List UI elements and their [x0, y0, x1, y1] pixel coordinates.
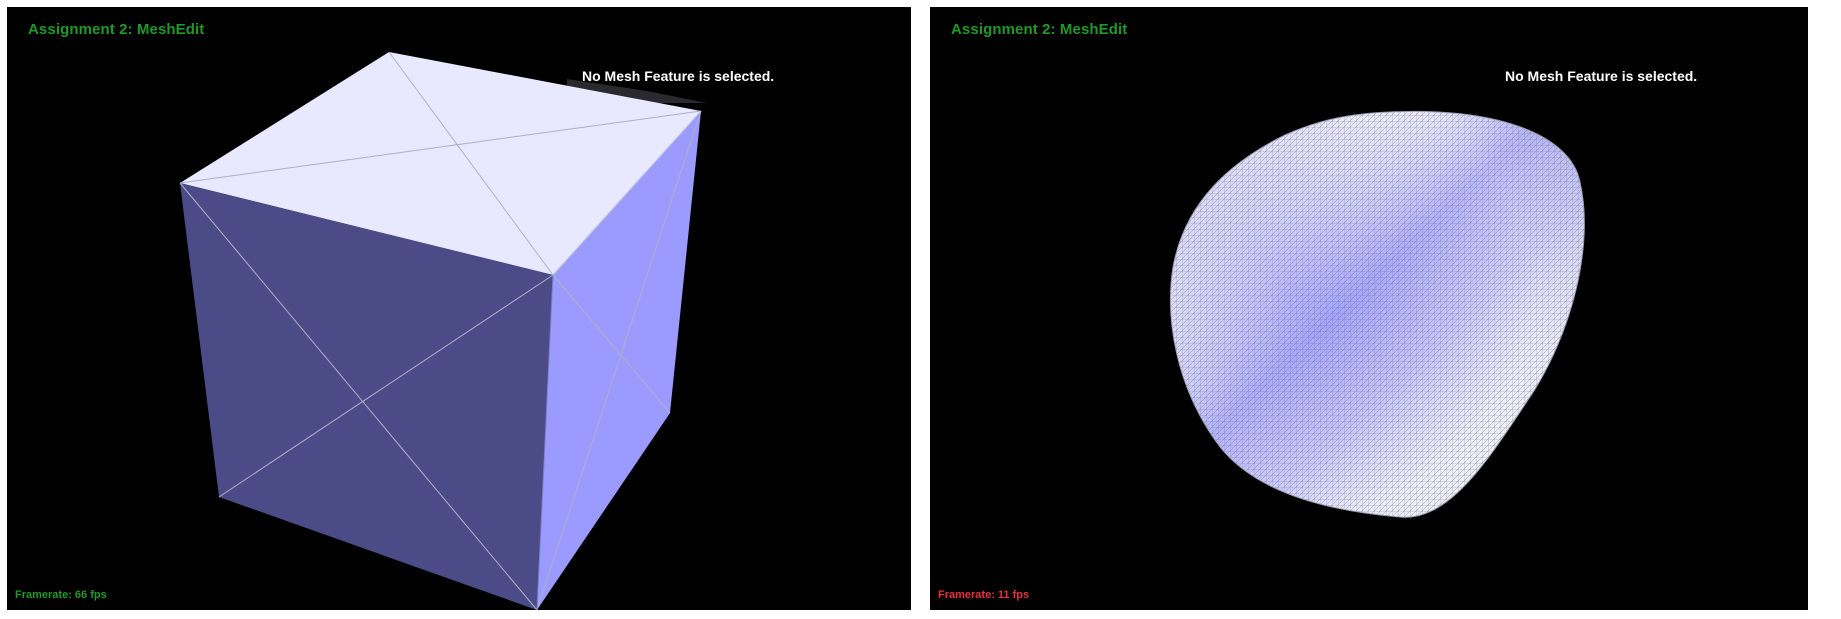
app-title: Assignment 2: MeshEdit: [951, 21, 1128, 38]
cube-face-top[interactable]: [180, 52, 701, 275]
mesh-viewport-right[interactable]: Assignment 2: MeshEdit No Mesh Feature i…: [930, 7, 1808, 610]
app-title: Assignment 2: MeshEdit: [28, 21, 205, 38]
selection-status: No Mesh Feature is selected.: [582, 68, 775, 84]
cube-face-front[interactable]: [180, 183, 553, 610]
framerate-readout: Framerate: 66 fps: [15, 589, 107, 601]
framerate-readout: Framerate: 11 fps: [938, 589, 1030, 601]
mesh-viewport-left[interactable]: Assignment 2: MeshEdit No Mesh Feature i…: [7, 7, 911, 610]
blob-mesh-canvas[interactable]: [930, 7, 1808, 610]
blob-surface[interactable]: [1160, 102, 1600, 527]
cube-wireframe: [179, 51, 702, 610]
cube-mesh-canvas[interactable]: [7, 7, 911, 610]
selection-status: No Mesh Feature is selected.: [1505, 68, 1698, 84]
blob-outline: [1169, 110, 1585, 518]
